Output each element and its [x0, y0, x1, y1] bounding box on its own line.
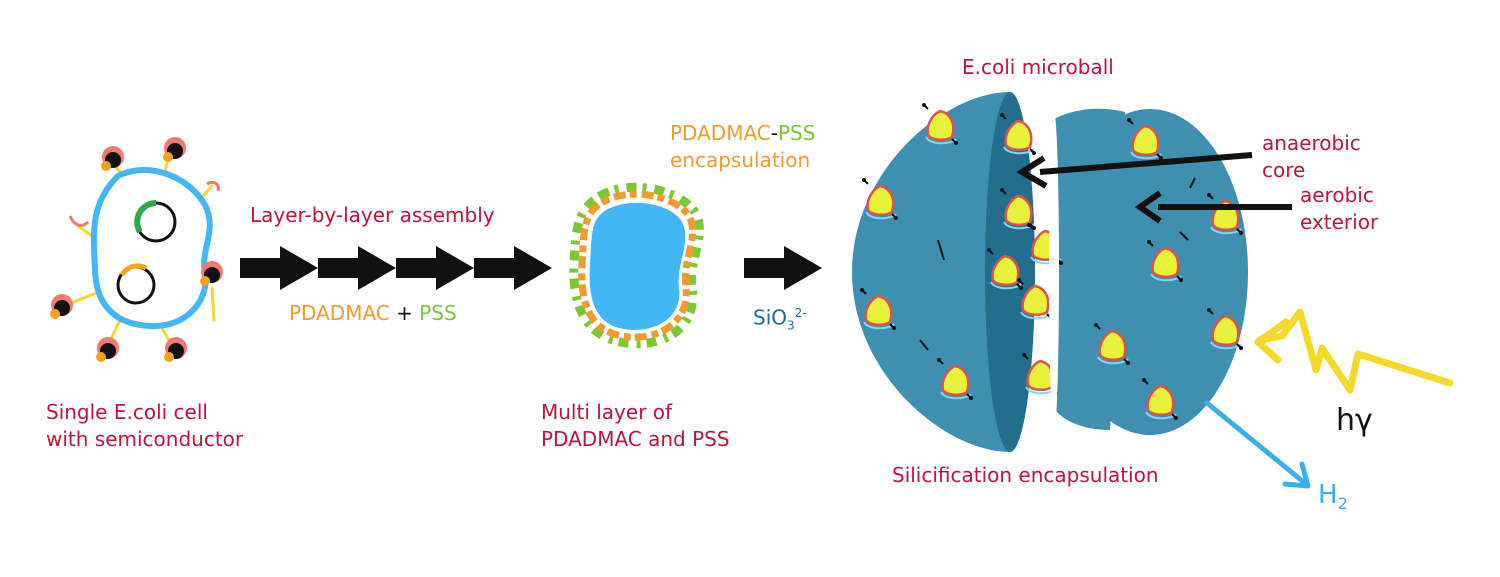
reagent-label: PDADMAC + PSS — [289, 300, 457, 327]
process-arrow-icon — [240, 246, 552, 290]
microball-icon — [852, 92, 1248, 452]
encapsulated-cell-icon — [569, 182, 704, 349]
single-ecoli-cell-icon — [50, 137, 223, 362]
h2-label: H2 — [1318, 480, 1348, 514]
assembly-label: Layer-by-layer assembly — [250, 203, 495, 227]
plasmid-icon — [134, 200, 177, 243]
pss-text: PSS — [419, 301, 457, 325]
process-arrow-icon — [744, 246, 822, 290]
encapsulation-label: PDADMAC-PSS encapsulation — [670, 121, 816, 172]
silicification-caption: Silicification encapsulation — [892, 463, 1159, 487]
microball-title: E.coli microball — [962, 55, 1114, 79]
plus-text: + — [396, 301, 413, 325]
anaerobic-label: anaerobic core — [1262, 131, 1361, 182]
aerobic-label: aerobic exterior — [1300, 183, 1379, 234]
pointer-arrow-anaerobic — [1016, 152, 1253, 189]
plasmid-icon — [116, 263, 156, 305]
light-label: hγ — [1336, 403, 1373, 438]
pdadmac-text: PDADMAC — [289, 301, 390, 325]
pointer-arrow-aerobic — [1134, 190, 1292, 224]
h2-release-arrow-icon — [1204, 400, 1311, 489]
multilayer-caption: Multi layer of PDADMAC and PSS — [541, 400, 730, 451]
silicate-label: SiO32- — [753, 305, 807, 333]
light-zigzag-icon — [1254, 308, 1454, 394]
single-cell-caption: Single E.coli cell with semiconductor — [46, 400, 244, 451]
